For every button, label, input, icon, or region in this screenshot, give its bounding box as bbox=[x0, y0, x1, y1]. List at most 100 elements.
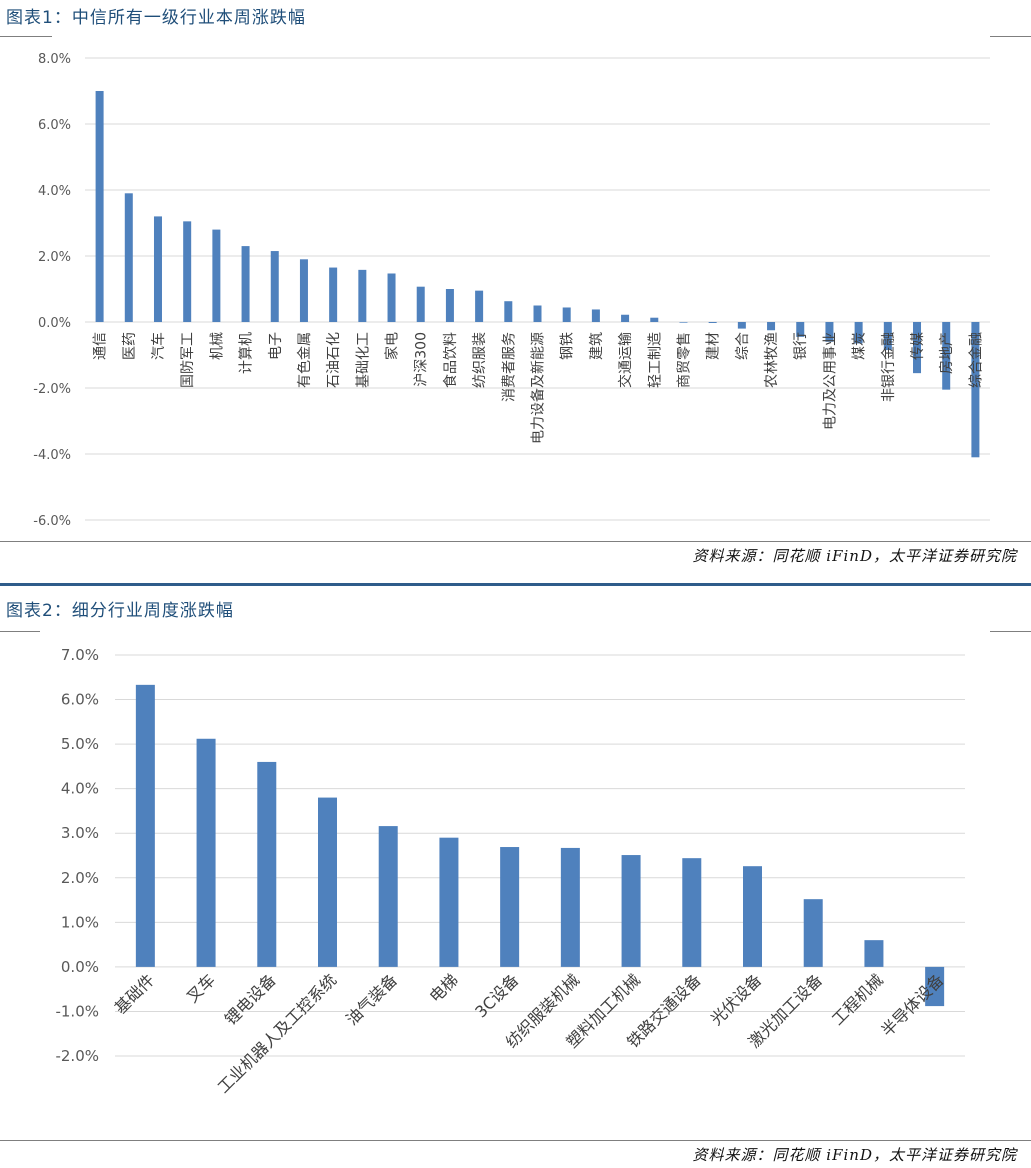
x-category-label: 综合 bbox=[735, 332, 751, 360]
bar bbox=[591, 309, 600, 322]
bar bbox=[387, 273, 396, 322]
chart-source: 资料来源：同花顺 iFinD，太平洋证券研究院 bbox=[692, 547, 1017, 565]
bar bbox=[196, 738, 216, 967]
x-category-label: 房地产 bbox=[939, 332, 955, 374]
x-category-label: 农林牧渔 bbox=[764, 332, 780, 388]
bar bbox=[135, 684, 155, 967]
y-tick-label: 0.0% bbox=[61, 958, 99, 976]
y-tick-label: 7.0% bbox=[61, 646, 99, 664]
x-category-label: 银行 bbox=[793, 332, 809, 360]
bar bbox=[445, 289, 454, 322]
title-underline-left bbox=[0, 631, 40, 632]
bar bbox=[737, 322, 746, 329]
y-tick-label: 1.0% bbox=[61, 913, 99, 931]
bar bbox=[767, 322, 776, 331]
bar bbox=[95, 91, 104, 322]
x-category-label: 基础化工 bbox=[354, 332, 371, 388]
chart-industries: 8.0% 6.0% 4.0% 2.0% 0.0% -2.0% -4.0% -6.0% 通信 医药汽… bbox=[33, 52, 990, 529]
bar bbox=[153, 216, 162, 322]
bar bbox=[439, 837, 459, 967]
x-category-label: 综合金融 bbox=[968, 332, 984, 388]
y-tick-label: 4.0% bbox=[61, 780, 99, 798]
x-category-label: 消费者服务 bbox=[501, 332, 517, 402]
x-category-label: 计算机 bbox=[239, 332, 255, 374]
chart-title: 图表1：中信所有一级行业本周涨跌幅 bbox=[6, 8, 306, 28]
bar bbox=[971, 322, 980, 458]
y-tick-label: -6.0% bbox=[33, 514, 71, 529]
bar bbox=[621, 855, 641, 967]
y-tick-label: 6.0% bbox=[38, 118, 71, 133]
chart-panel-2: 图表2：细分行业周度涨跌幅 7.0% 6.0% 5.0% 4.0% 3.0% 2.0% 1.… bbox=[0, 588, 1031, 1168]
y-tick-label: -2.0% bbox=[33, 382, 71, 397]
bar bbox=[475, 290, 484, 322]
title-underline-right bbox=[990, 631, 1031, 632]
x-category-label: 有色金属 bbox=[296, 332, 313, 388]
x-category-label: 建材 bbox=[706, 332, 722, 360]
bar bbox=[913, 322, 922, 374]
y-tick-label: 6.0% bbox=[61, 691, 99, 709]
title-underline-right bbox=[990, 36, 1031, 37]
x-category-label: 工程机械 bbox=[828, 970, 887, 1029]
bar bbox=[270, 251, 279, 322]
bar bbox=[562, 307, 571, 322]
bar bbox=[560, 847, 580, 967]
x-category-label: 食品饮料 bbox=[442, 332, 459, 388]
x-category-label: 电梯 bbox=[426, 970, 462, 1006]
y-tick-label: -1.0% bbox=[55, 1002, 99, 1020]
bar bbox=[682, 858, 702, 967]
chart-source: 资料来源：同花顺 iFinD，太平洋证券研究院 bbox=[692, 1146, 1017, 1164]
x-category-label: 建筑 bbox=[589, 332, 605, 360]
bar bbox=[533, 305, 542, 322]
bar bbox=[500, 847, 520, 967]
bar bbox=[329, 267, 338, 322]
x-category-label: 叉车 bbox=[183, 970, 219, 1006]
x-category-label: 钢铁 bbox=[560, 332, 576, 360]
x-category-label: 3C设备 bbox=[471, 970, 522, 1021]
x-category-label: 工业机器人及工控系统 bbox=[214, 970, 341, 1097]
x-category-label: 石油石化 bbox=[326, 332, 342, 388]
bar bbox=[883, 322, 892, 351]
chart-title: 图表2：细分行业周度涨跌幅 bbox=[6, 601, 234, 621]
x-category-label: 国防军工 bbox=[180, 332, 196, 388]
y-tick-label: 2.0% bbox=[38, 250, 71, 265]
x-category-label: 通信 bbox=[93, 332, 109, 360]
bar bbox=[241, 246, 250, 322]
x-category-label: 传媒 bbox=[910, 332, 926, 360]
source-rule bbox=[0, 1140, 1031, 1141]
bar bbox=[124, 193, 133, 322]
x-category-label: 基础件 bbox=[111, 970, 158, 1017]
x-category-label: 电子 bbox=[268, 332, 284, 360]
bar bbox=[864, 940, 884, 967]
bar bbox=[803, 899, 823, 967]
y-tick-label: -2.0% bbox=[55, 1047, 99, 1065]
source-rule bbox=[0, 541, 1031, 542]
x-category-label: 家电 bbox=[384, 332, 401, 360]
x-category-label: 纺织服装 bbox=[472, 332, 488, 388]
bar bbox=[650, 317, 659, 322]
bar bbox=[825, 322, 834, 342]
y-tick-label: 2.0% bbox=[61, 869, 99, 887]
bar bbox=[708, 322, 717, 323]
section-divider bbox=[0, 583, 1031, 586]
bar bbox=[212, 229, 221, 322]
x-category-label: 电力及公用事业 bbox=[822, 332, 838, 430]
x-category-label: 非银行金融 bbox=[881, 332, 897, 402]
x-category-label: 医药 bbox=[122, 332, 138, 360]
x-category-label: 轻工制造 bbox=[647, 332, 663, 388]
x-category-label: 电力设备及新能源 bbox=[530, 332, 547, 444]
y-tick-label: 8.0% bbox=[38, 52, 71, 67]
x-category-label: 交通运输 bbox=[617, 332, 634, 388]
x-category-label: 锂电设备 bbox=[221, 970, 280, 1029]
bar bbox=[358, 269, 367, 322]
bar bbox=[925, 966, 945, 1007]
y-tick-label: 0.0% bbox=[38, 316, 71, 331]
chart-panel-1: 图表1：中信所有一级行业本周涨跌幅 8.0% 6.0% 4.0% 2.0% 0.0% -2… bbox=[0, 0, 1031, 570]
y-tick-label: 3.0% bbox=[61, 824, 99, 842]
y-tick-label: 4.0% bbox=[38, 184, 71, 199]
bar bbox=[942, 322, 951, 390]
bar bbox=[743, 866, 762, 967]
x-category-label: 油气装备 bbox=[342, 970, 401, 1029]
x-category-label: 汽车 bbox=[150, 332, 167, 360]
bar bbox=[504, 301, 513, 322]
bar bbox=[621, 314, 630, 322]
